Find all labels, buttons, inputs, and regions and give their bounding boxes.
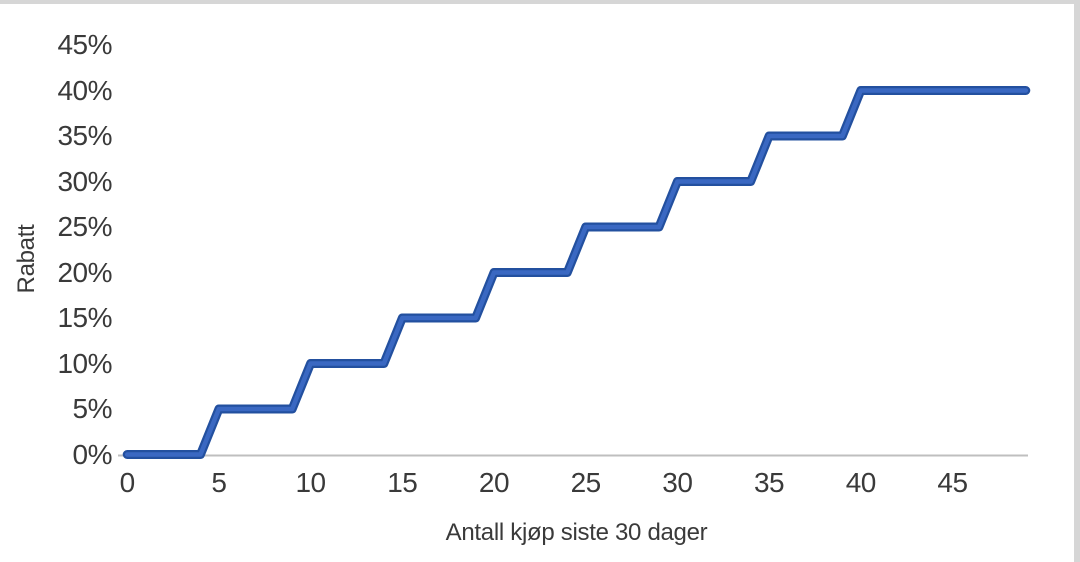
y-tick-label: 30% <box>57 165 112 197</box>
y-tick-label: 20% <box>57 256 112 288</box>
x-tick-label: 15 <box>387 467 418 498</box>
y-tick-label: 15% <box>57 302 112 333</box>
y-tick-label: 40% <box>57 74 112 106</box>
y-tick-label: 0% <box>72 438 113 470</box>
y-tick-label: 45% <box>57 29 112 60</box>
y-tick-label: 10% <box>57 347 112 379</box>
series-line-edge <box>122 86 1031 459</box>
x-tick-label: 10 <box>295 467 326 498</box>
y-axis-title: Rabatt <box>13 224 40 294</box>
plot-area <box>118 86 1031 459</box>
x-axis-title: Antall kjøp siste 30 dager <box>445 519 708 546</box>
y-tick-label: 5% <box>72 393 113 424</box>
series-line-core <box>124 88 1029 457</box>
x-tick-label: 20 <box>478 467 510 498</box>
x-tick-label: 35 <box>753 467 785 498</box>
x-tick-label: 25 <box>570 467 602 498</box>
x-tick-label: 5 <box>211 467 227 498</box>
x-tick-label: 45 <box>937 467 968 498</box>
y-tick-label: 35% <box>57 120 112 151</box>
x-tick-label: 0 <box>119 467 136 498</box>
x-tick-label: 30 <box>662 467 693 498</box>
x-tick-label: 40 <box>845 467 877 498</box>
y-tick-label: 25% <box>57 211 112 242</box>
